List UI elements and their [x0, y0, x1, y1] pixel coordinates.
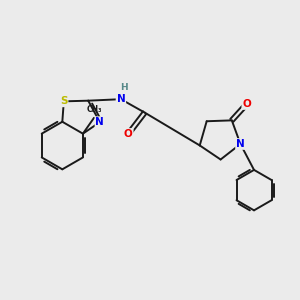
Text: N: N: [236, 139, 245, 149]
Text: O: O: [124, 129, 133, 139]
Text: O: O: [242, 99, 251, 109]
Text: S: S: [60, 96, 68, 106]
Text: CH₃: CH₃: [87, 105, 102, 114]
Text: N: N: [116, 94, 125, 104]
Text: N: N: [95, 117, 104, 127]
Text: H: H: [120, 83, 128, 92]
